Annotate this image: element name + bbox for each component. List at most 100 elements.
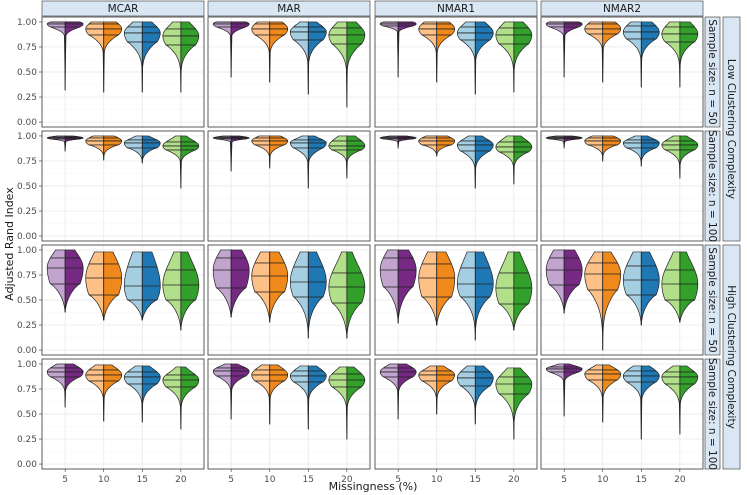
y-tick-label: 1.00 [17,246,37,256]
panel-r2-c3 [374,130,538,242]
violin-15pct [123,135,161,164]
x-tick-label: 15 [636,475,647,485]
violin-15pct-left-half [289,251,309,339]
y-tick-label: 0.25 [17,321,37,331]
column-strip-label-4: NMAR2 [603,3,641,15]
violin-10pct [584,364,622,423]
x-tick-label: 15 [303,475,314,485]
violin-20pct [495,251,533,331]
violin-20pct [661,251,699,323]
violin-10pct-right-half [103,251,123,321]
y-axis-title: Adjusted Rand Index [3,187,16,301]
x-tick-label: 20 [341,475,353,485]
violin-5pct [545,21,583,78]
y-tick-label: 0.75 [17,43,37,53]
violin-5pct [379,249,417,324]
column-strip-2 [207,0,371,17]
panel-border [207,130,371,242]
violin-5pct-left-half [46,249,66,313]
panel-r1-c4 [540,16,704,128]
violin-10pct [584,135,622,162]
violin-20pct [162,251,200,331]
violin-15pct [289,251,327,339]
violin-10pct [85,251,123,321]
panel-border [540,358,704,470]
panel-r1-c1 [41,16,205,128]
violin-5pct [212,363,250,420]
panel-r3-c2 [207,244,371,356]
violin-5pct-left-half [379,249,399,324]
x-tick-label: 5 [228,475,234,485]
violin-5pct-right-half [64,249,84,313]
x-tick-label: 10 [264,475,276,485]
violin-20pct [328,21,366,108]
violin-15pct-right-half [307,251,327,339]
violin-10pct [85,364,123,422]
violin-10pct-right-half [436,251,456,326]
violin-15pct [289,135,327,189]
column-strip-3 [374,0,538,17]
panel-border [540,16,704,128]
violin-5pct-right-half [563,249,583,314]
violin-15pct [289,21,327,95]
panel-r2-c2 [207,130,371,242]
panel-border [540,130,704,242]
violin-20pct-right-half [346,251,366,339]
violin-5pct-right-half [397,249,417,324]
violin-10pct-left-half [418,251,438,326]
y-tick-label: 0.50 [17,68,37,78]
y-tick-label: 1.00 [17,132,37,142]
row-strip-1 [704,16,721,128]
chart-root: MCAR MAR NMAR1 NMAR2 Sample size: n = 50 Samp… [17,0,741,485]
x-tick-label: 5 [561,475,567,485]
violin-10pct [584,251,622,351]
violin-5pct [545,249,583,314]
y-tick-label: 0.50 [17,182,37,192]
row-strip-label-1: Sample size: n = 50 [706,19,718,124]
outer-strip-1 [722,16,741,242]
x-axis-title: Missingness (%) [329,480,418,493]
violin-10pct [418,21,456,83]
violin-15pct [622,135,660,167]
y-tick-label: 1.00 [17,360,37,370]
panel-r3-c4 [540,244,704,356]
violin-5pct [46,21,84,91]
y-tick-label: 0.00 [17,232,37,242]
violin-5pct [545,135,583,149]
violin-5pct [379,363,417,420]
violin-5pct [46,135,84,152]
panel-border [374,244,538,356]
violin-5pct-left-half [545,249,565,314]
violin-20pct [661,21,699,88]
violin-15pct [289,365,327,430]
y-tick-label: 1.00 [17,18,37,28]
violin-10pct [418,135,456,157]
violin-20pct [328,135,366,179]
violin-15pct [123,365,161,423]
x-tick-label: 10 [597,475,609,485]
violin-20pct-right-half [679,251,699,323]
outer-strip-label-1: Low Clustering Complexity [725,59,737,199]
panel-border [207,358,371,470]
row-strip-3 [704,244,721,356]
violin-15pct-left-half [456,251,476,341]
column-strip-label-1: MCAR [108,3,139,15]
violin-20pct [661,365,699,435]
panel-r3-c1 [41,244,205,356]
violin-10pct [584,21,622,83]
violin-20pct [495,21,533,93]
row-strip-label-3: Sample size: n = 50 [706,247,718,352]
violin-15pct [456,251,494,341]
x-tick-label: 20 [175,475,187,485]
violin-20pct-left-half [328,251,348,339]
violin-15pct-right-half [640,251,660,326]
row-strip-2 [704,130,721,242]
violin-10pct-right-half [269,251,289,323]
violin-15pct [622,365,660,440]
x-tick-label: 5 [395,475,401,485]
panel-border [207,16,371,128]
panel-r2-c4 [540,130,704,242]
violin-10pct [251,364,289,425]
violin-20pct-right-half [513,251,533,331]
